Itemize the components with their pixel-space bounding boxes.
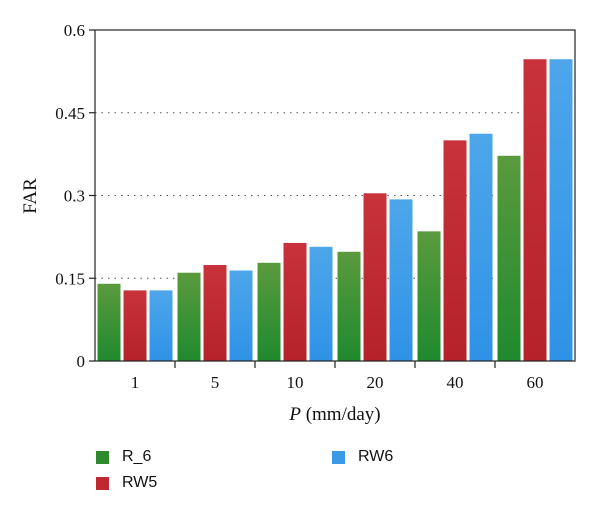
bar-r6-10	[257, 262, 281, 361]
bar-r6-5	[177, 272, 201, 361]
bar-rw6-60	[549, 59, 573, 361]
bar-r6-40	[417, 231, 441, 361]
y-tick-label: 0.45	[55, 104, 85, 123]
bar-rw5-40	[443, 140, 467, 361]
y-tick-label: 0.15	[55, 269, 85, 288]
legend-label-rw6: RW6	[358, 448, 394, 465]
x-axis-label-variable: P	[288, 404, 301, 425]
y-tick-label: 0	[77, 352, 86, 371]
x-tick-label: 60	[527, 373, 544, 392]
x-axis-label-unit: (mm/day)	[301, 404, 381, 425]
x-axis-label: P (mm/day)	[288, 404, 380, 425]
y-tick-label: 0.3	[64, 187, 85, 206]
x-axis-ticks: 1 5 10 20 40 60	[131, 361, 544, 392]
legend-item-rw5: RW5	[96, 474, 157, 492]
bar-rw5-20	[363, 193, 387, 361]
legend-item-r6: R_6	[96, 448, 151, 466]
legend-swatch-rw6	[332, 450, 345, 464]
legend-label-r6: R_6	[122, 448, 152, 465]
bar-rw6-5	[229, 270, 253, 361]
bar-rw6-10	[309, 246, 333, 361]
y-axis-ticks: 0 0.15 0.3 0.45 0.6	[55, 21, 95, 371]
legend-label-rw5: RW5	[122, 474, 158, 491]
y-tick-label: 0.6	[64, 21, 85, 40]
bars	[97, 59, 573, 361]
x-tick-label: 5	[211, 373, 220, 392]
bar-rw5-1	[123, 290, 147, 361]
bar-rw5-5	[203, 265, 227, 361]
bar-rw5-10	[283, 242, 307, 361]
x-tick-label: 40	[447, 373, 464, 392]
bar-r6-20	[337, 251, 361, 361]
x-tick-label: 10	[287, 373, 304, 392]
bar-rw6-20	[389, 199, 413, 361]
y-axis-label: FAR	[20, 178, 41, 214]
bar-r6-60	[497, 155, 521, 361]
legend-swatch-r6	[96, 450, 109, 464]
bar-rw5-60	[523, 59, 547, 361]
legend-swatch-rw5	[96, 476, 109, 490]
x-tick-label: 1	[131, 373, 140, 392]
x-tick-label: 20	[367, 373, 384, 392]
legend-item-rw6: RW6	[332, 448, 393, 466]
bar-r6-1	[97, 283, 121, 361]
bar-rw6-1	[149, 290, 173, 361]
bar-rw6-40	[469, 133, 493, 361]
